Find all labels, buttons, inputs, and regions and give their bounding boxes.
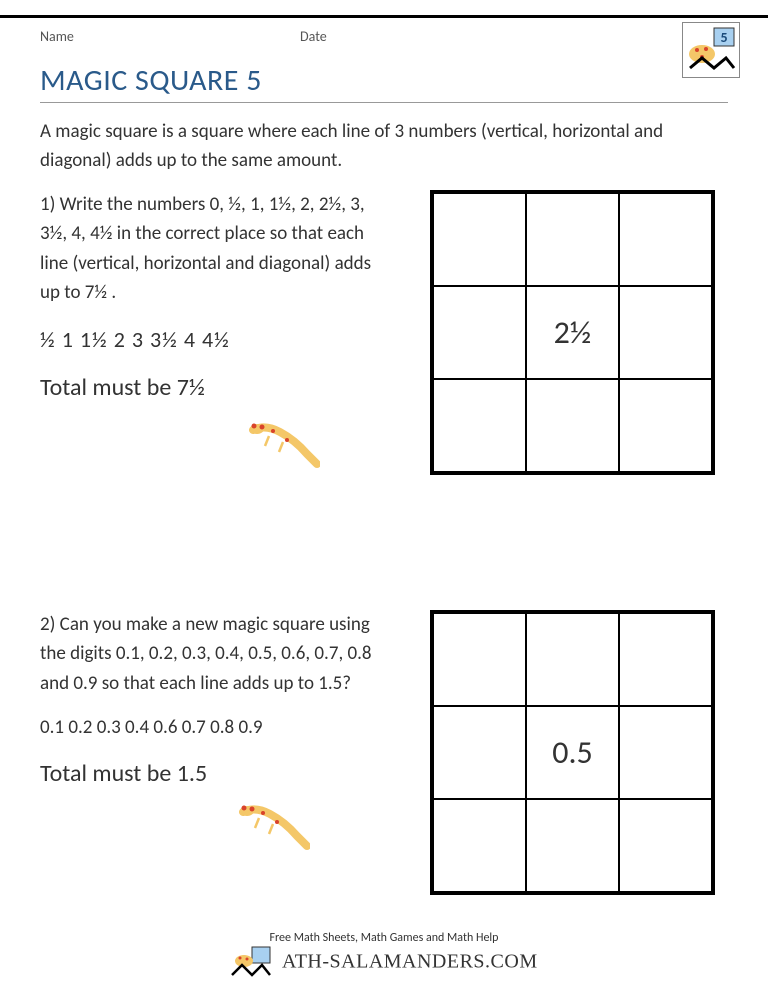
grid-cell[interactable] <box>619 379 712 472</box>
grid-cell[interactable]: 2½ <box>526 286 619 379</box>
footer-tagline: Free Math Sheets, Math Games and Math He… <box>0 931 768 945</box>
grid-cell[interactable] <box>433 379 526 472</box>
grid-cell[interactable] <box>433 613 526 706</box>
title-rule <box>40 102 728 103</box>
problem-2-text: 2) Can you make a new magic square using… <box>40 610 380 698</box>
grid-cell[interactable] <box>619 193 712 286</box>
header-row: Name Date <box>40 28 728 45</box>
grid-cell[interactable] <box>619 706 712 799</box>
grid-cell[interactable] <box>619 286 712 379</box>
problem-2-grid: 0.5 <box>430 610 715 895</box>
footer: Free Math Sheets, Math Games and Math He… <box>0 931 768 982</box>
salamander-icon <box>235 800 310 850</box>
footer-logo-icon <box>230 945 272 982</box>
grid-cell[interactable]: 0.5 <box>526 706 619 799</box>
salamander-logo-icon: 5 <box>684 24 738 76</box>
grid-cell[interactable] <box>433 706 526 799</box>
problem-2: 2) Can you make a new magic square using… <box>40 610 740 788</box>
name-label: Name <box>40 28 300 45</box>
grid-cell[interactable] <box>526 379 619 472</box>
problem-1-grid: 2½ <box>430 190 715 475</box>
top-rule <box>0 15 768 18</box>
grade-logo-box: 5 <box>682 22 740 78</box>
problem-1-text: 1) Write the numbers 0, ½, 1, 1½, 2, 2½,… <box>40 190 380 308</box>
grid-cell[interactable] <box>526 193 619 286</box>
grid-cell[interactable] <box>619 799 712 892</box>
grade-number: 5 <box>720 29 727 46</box>
problem-1: 1) Write the numbers 0, ½, 1, 1½, 2, 2½,… <box>40 190 740 402</box>
grid-cell[interactable] <box>619 613 712 706</box>
date-label: Date <box>300 28 327 45</box>
grid-cell[interactable] <box>433 286 526 379</box>
grid-cell[interactable] <box>433 799 526 892</box>
page-title: MAGIC SQUARE 5 <box>40 62 262 99</box>
intro-text: A magic square is a square where each li… <box>40 118 680 175</box>
grid-cell[interactable] <box>526 799 619 892</box>
footer-brand: ATH-SALAMANDERS.COM <box>282 950 538 972</box>
grid-cell[interactable] <box>433 193 526 286</box>
salamander-icon <box>245 418 320 468</box>
grid-cell[interactable] <box>526 613 619 706</box>
